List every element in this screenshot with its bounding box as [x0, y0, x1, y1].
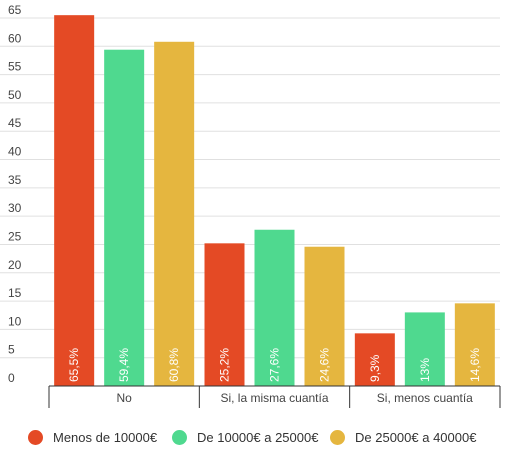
- bar-value-label: 14,6%: [468, 348, 482, 382]
- y-tick-label: 45: [8, 116, 22, 130]
- x-tick-label: Si, menos cuantía: [377, 391, 473, 405]
- bar: [304, 246, 345, 386]
- x-tick-label: Si, la misma cuantía: [220, 391, 328, 405]
- legend-item-menos-10000: Menos de 10000€: [28, 430, 157, 445]
- bar-value-label: 24,6%: [318, 348, 332, 382]
- y-tick-label: 20: [8, 258, 22, 272]
- y-tick-label: 5: [8, 343, 15, 357]
- legend-label: De 10000€ a 25000€: [197, 430, 319, 445]
- y-tick-label: 35: [8, 173, 22, 187]
- legend-label: Menos de 10000€: [53, 430, 158, 445]
- y-tick-label: 65: [8, 3, 22, 17]
- y-tick-label: 0: [8, 371, 15, 385]
- bar: [404, 312, 445, 386]
- bar-value-label: 59,4%: [117, 348, 131, 382]
- y-tick-label: 55: [8, 60, 22, 74]
- y-tick-label: 15: [8, 286, 22, 300]
- bar-data-labels: 65,5% 59,4% 60,8% 25,2% 27,6% 24,6% 9,3% 13% 14,…: [67, 348, 482, 382]
- legend-swatch: [28, 430, 43, 445]
- bar-value-label: 27,6%: [268, 348, 282, 382]
- x-axis: No Si, la misma cuantía Si, menos cuantía: [48, 385, 501, 408]
- x-tick-label: No: [116, 391, 132, 405]
- y-tick-label: 40: [8, 145, 22, 159]
- bars: [54, 15, 495, 387]
- y-tick-label: 10: [8, 314, 22, 328]
- legend-swatch: [172, 430, 187, 445]
- y-tick-label: 60: [8, 31, 22, 45]
- legend-swatch: [330, 430, 345, 445]
- bar-value-label: 9,3%: [368, 354, 382, 382]
- legend-item-10000-25000: De 10000€ a 25000€: [172, 430, 318, 445]
- bar: [54, 15, 95, 387]
- bar: [354, 333, 395, 386]
- bar-value-label: 13%: [418, 358, 432, 382]
- legend: Menos de 10000€ De 10000€ a 25000€ De 25…: [0, 430, 516, 460]
- bar-value-label: 65,5%: [67, 348, 81, 382]
- bar: [254, 229, 295, 386]
- legend-label: De 25000€ a 40000€: [355, 430, 477, 445]
- bar: [204, 243, 245, 386]
- y-tick-label: 30: [8, 201, 22, 215]
- y-axis-ticks: 0 5 10 15 20 25 30 35 40 45 50 55 60 65: [8, 3, 22, 385]
- bar-value-label: 60,8%: [167, 348, 181, 382]
- bar-value-label: 25,2%: [218, 348, 232, 382]
- legend-item-25000-40000: De 25000€ a 40000€: [330, 430, 476, 445]
- y-tick-label: 25: [8, 229, 22, 243]
- bar: [154, 41, 195, 386]
- bar: [104, 49, 145, 386]
- bar: [454, 303, 495, 386]
- y-tick-label: 50: [8, 88, 22, 102]
